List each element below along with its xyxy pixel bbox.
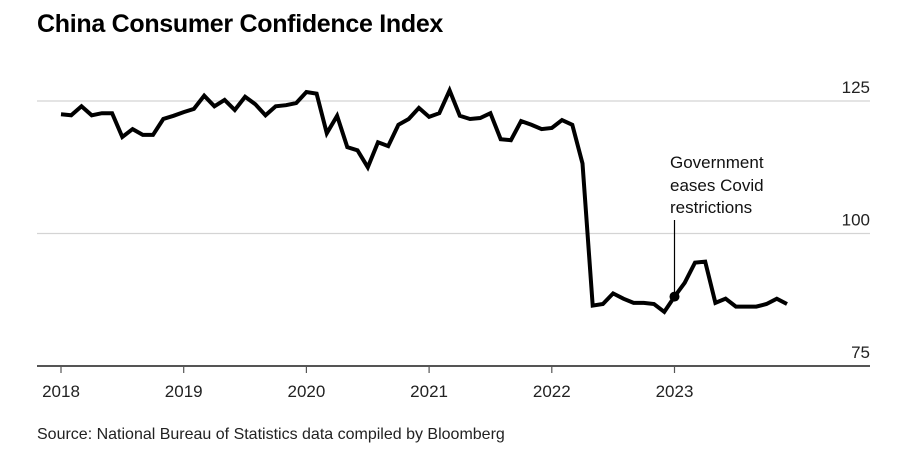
annotation-line-1: Government bbox=[670, 153, 764, 172]
annotation-line-2: eases Covid bbox=[670, 176, 764, 195]
y-tick-label: 100 bbox=[842, 211, 870, 230]
x-tick-label: 2023 bbox=[656, 382, 694, 401]
annotation-marker bbox=[669, 291, 680, 302]
x-tick-label: 2021 bbox=[410, 382, 448, 401]
chart-title: China Consumer Confidence Index bbox=[37, 10, 444, 38]
source-note: Source: National Bureau of Statistics da… bbox=[37, 426, 505, 443]
annotation-line-3: restrictions bbox=[670, 198, 752, 217]
y-tick-label: 125 bbox=[842, 78, 870, 97]
y-tick-label: 75 bbox=[851, 343, 870, 362]
series-line bbox=[60, 85, 788, 315]
x-tick-label: 2018 bbox=[42, 382, 80, 401]
x-tick-label: 2019 bbox=[165, 382, 203, 401]
x-tick-label: 2020 bbox=[287, 382, 325, 401]
x-tick-label: 2022 bbox=[533, 382, 571, 401]
